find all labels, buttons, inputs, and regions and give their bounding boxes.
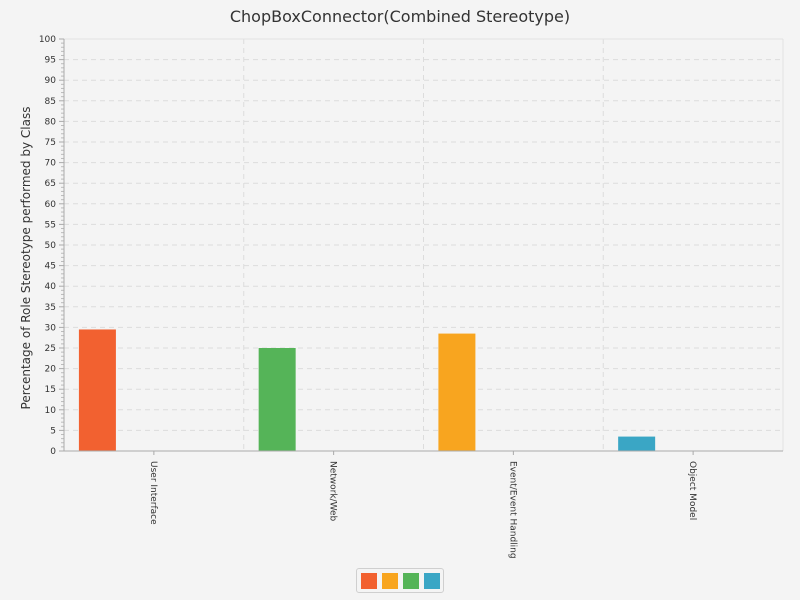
y-tick-label: 35: [45, 303, 56, 313]
x-axis: User Interface Network/Web Event/Event Han…: [64, 450, 783, 559]
y-tick-label: 25: [45, 344, 56, 354]
y-tick-label: 65: [45, 179, 56, 189]
y-tick-label: 20: [45, 365, 57, 375]
y-tick-label: 80: [45, 117, 57, 127]
y-tick-label: 90: [45, 76, 57, 86]
chart-title: ChopBoxConnector(Combined Stereotype): [229, 7, 571, 26]
y-tick-label: 30: [45, 323, 57, 333]
y-tick-label: 50: [45, 241, 57, 251]
y-tick-label: 10: [45, 406, 57, 416]
bar: [618, 436, 656, 451]
bar: [438, 333, 476, 451]
y-tick-label: 5: [50, 426, 56, 436]
y-tick-label: 55: [45, 220, 56, 230]
y-tick-label: 15: [45, 385, 56, 395]
bar: [258, 348, 296, 451]
bars: [78, 329, 656, 451]
legend-swatch: [381, 572, 398, 589]
y-tick-label: 75: [45, 138, 56, 148]
legend-swatch: [402, 572, 419, 589]
x-tick-label: Object Model: [687, 461, 697, 520]
y-tick-label: 45: [45, 262, 56, 272]
bar: [78, 329, 116, 451]
legend: [356, 568, 444, 593]
y-tick-label: 100: [39, 35, 56, 45]
y-tick-label: 70: [45, 159, 57, 169]
y-tick-label: 40: [45, 282, 57, 292]
grid-lines: [64, 38, 784, 451]
x-tick-label: Network/Web: [328, 461, 338, 522]
legend-swatch: [423, 572, 440, 589]
y-axis: 0 5 10 15 20 25 30 35 40 45 50 55 60 65 70 75 80 85 90 95 10…: [39, 35, 65, 457]
y-tick-label: 0: [50, 447, 56, 457]
y-tick-label: 95: [45, 56, 56, 66]
y-tick-label: 85: [45, 97, 56, 107]
x-tick-label: User Interface: [148, 461, 158, 525]
y-tick-label: 60: [45, 200, 57, 210]
x-tick-label: Event/Event Handling: [507, 461, 517, 559]
legend-swatch: [360, 572, 377, 589]
